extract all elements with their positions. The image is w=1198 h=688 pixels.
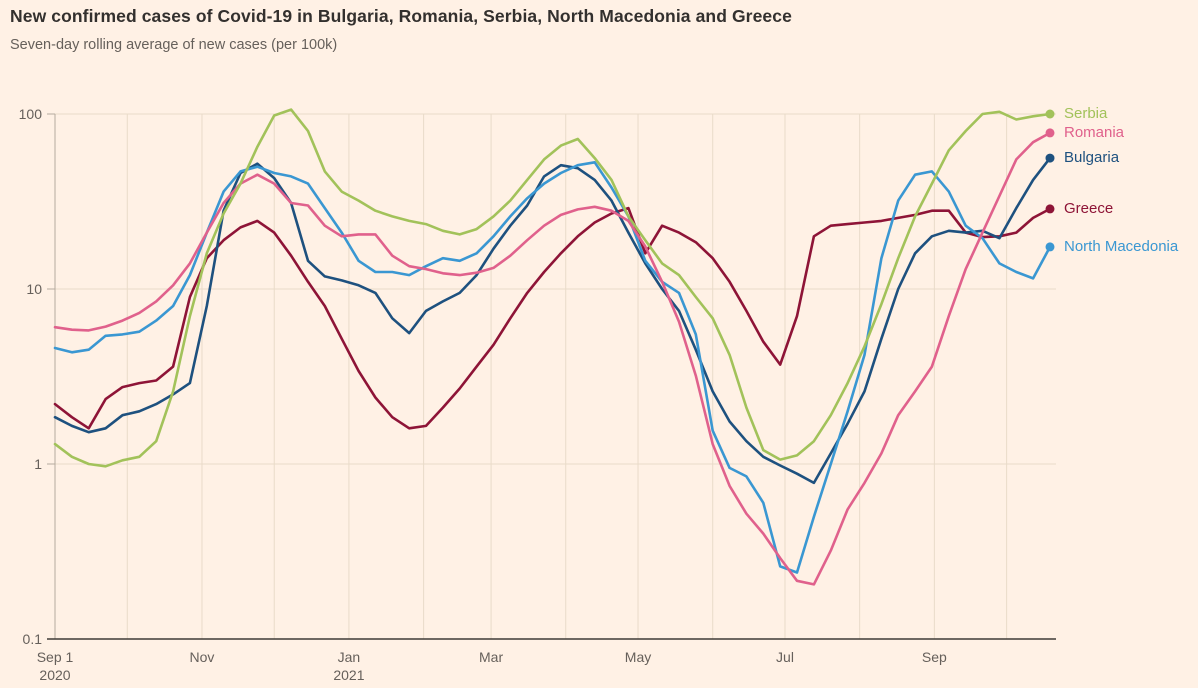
x-axis-sublabel-2021: 2021 (333, 667, 365, 683)
x-axis-label-sep-1: Sep 1 (36, 649, 74, 665)
legend-dot-romania (1045, 128, 1055, 138)
legend-label-romania: Romania (1064, 123, 1125, 141)
legend-dot-bulgaria (1045, 153, 1055, 163)
chart-title: New confirmed cases of Covid-19 in Bulga… (10, 6, 792, 26)
x-axis-label-jan: Jan (337, 649, 361, 665)
legend-label-greece: Greece (1064, 199, 1114, 217)
line-serbia (53, 108, 1052, 468)
legend-dot-north-macedonia (1045, 242, 1055, 252)
legend-dot-serbia (1045, 109, 1055, 119)
y-axis-label-10: 10 (26, 281, 42, 297)
line-romania (53, 131, 1052, 586)
legend-dot-greece (1045, 204, 1055, 214)
line-greece (53, 206, 1052, 430)
legend-label-bulgaria: Bulgaria (1064, 149, 1120, 167)
x-axis-label-mar: Mar (479, 649, 504, 665)
chart-subtitle: Seven-day rolling average of new cases (… (10, 37, 338, 53)
y-axis-label-0.1: 0.1 (22, 631, 42, 647)
y-axis-label-100: 100 (18, 106, 42, 122)
x-axis-label-may: May (624, 649, 652, 665)
legend-label-serbia: Serbia (1064, 105, 1108, 122)
line-bulgaria (53, 156, 1052, 485)
y-axis-label-1: 1 (34, 456, 42, 472)
x-axis-label-sep: Sep (921, 649, 947, 665)
line-north-macedonia (53, 161, 1052, 574)
legend-label-north-macedonia: North Macedonia (1064, 237, 1179, 255)
x-axis-label-nov: Nov (189, 649, 215, 665)
x-axis-sublabel-2020: 2020 (39, 667, 71, 683)
x-axis-label-jul: Jul (776, 649, 794, 665)
